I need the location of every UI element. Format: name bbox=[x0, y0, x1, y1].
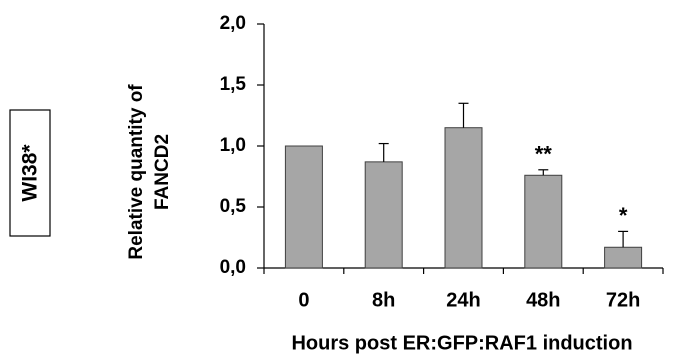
bar bbox=[284, 145, 323, 269]
bar bbox=[444, 127, 483, 269]
y-tick-label: 1,0 bbox=[220, 135, 246, 156]
x-tick-label: 72h bbox=[606, 289, 640, 311]
significance-labels: *** bbox=[535, 142, 628, 229]
bar bbox=[604, 246, 643, 269]
bar bbox=[524, 174, 563, 269]
y-tick-label: 0,0 bbox=[220, 257, 246, 278]
x-axis-ticks: 0 8h 24h 48h 72h bbox=[263, 268, 664, 311]
sample-label-frame bbox=[9, 109, 51, 237]
bar bbox=[364, 161, 403, 269]
y-axis-ticks: 0,0 0,5 1,0 1,5 2,0 bbox=[220, 13, 264, 278]
x-axis-title: Hours post ER:GFP:RAF1 induction bbox=[291, 332, 632, 354]
error-bars bbox=[378, 102, 629, 248]
bars bbox=[284, 127, 643, 269]
y-axis-title-line-2: FANCD2 bbox=[152, 134, 173, 210]
significance-label: ** bbox=[535, 142, 553, 167]
significance-label: * bbox=[619, 203, 628, 228]
y-tick-label: 1,5 bbox=[220, 74, 247, 95]
x-tick-label: 8h bbox=[372, 289, 395, 311]
y-axis-title-line-1: Relative quantity of bbox=[126, 84, 147, 260]
sample-label: WI38* bbox=[19, 144, 42, 202]
y-tick-label: 2,0 bbox=[220, 13, 246, 34]
y-axis-title: Relative quantity of FANCD2 bbox=[126, 84, 173, 260]
sample-label-box: WI38* bbox=[9, 109, 51, 237]
y-tick-label: 0,5 bbox=[220, 196, 247, 217]
x-tick-label: 48h bbox=[526, 289, 560, 311]
x-tick-label: 24h bbox=[446, 289, 480, 311]
x-tick-label: 0 bbox=[298, 289, 309, 311]
